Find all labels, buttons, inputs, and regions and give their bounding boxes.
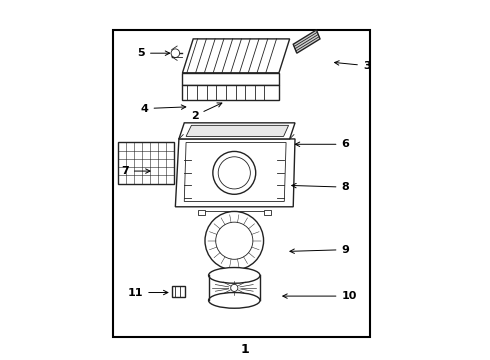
Polygon shape [186,125,289,136]
Polygon shape [172,286,185,297]
Text: 3: 3 [335,61,370,71]
Text: 10: 10 [283,291,357,301]
Text: 11: 11 [128,288,168,297]
Polygon shape [184,143,286,202]
Circle shape [171,49,180,58]
Text: 5: 5 [137,48,170,58]
Ellipse shape [209,293,260,308]
Ellipse shape [209,267,260,283]
Polygon shape [175,139,295,207]
Text: 2: 2 [191,103,222,121]
Bar [264,210,270,215]
Circle shape [218,157,250,189]
Polygon shape [179,123,295,139]
Bar [113,30,370,337]
Circle shape [231,284,238,292]
Polygon shape [182,85,279,100]
Polygon shape [182,73,279,85]
Circle shape [205,211,264,270]
Bar [118,143,173,184]
Text: 1: 1 [241,343,249,356]
Text: 7: 7 [121,166,150,176]
Circle shape [216,222,253,259]
Bar [198,210,205,215]
Polygon shape [182,39,290,73]
Text: 8: 8 [292,182,349,192]
Text: 6: 6 [295,139,349,149]
Text: 4: 4 [141,104,186,113]
Circle shape [213,152,256,194]
Polygon shape [293,30,320,53]
Text: 9: 9 [290,245,349,255]
